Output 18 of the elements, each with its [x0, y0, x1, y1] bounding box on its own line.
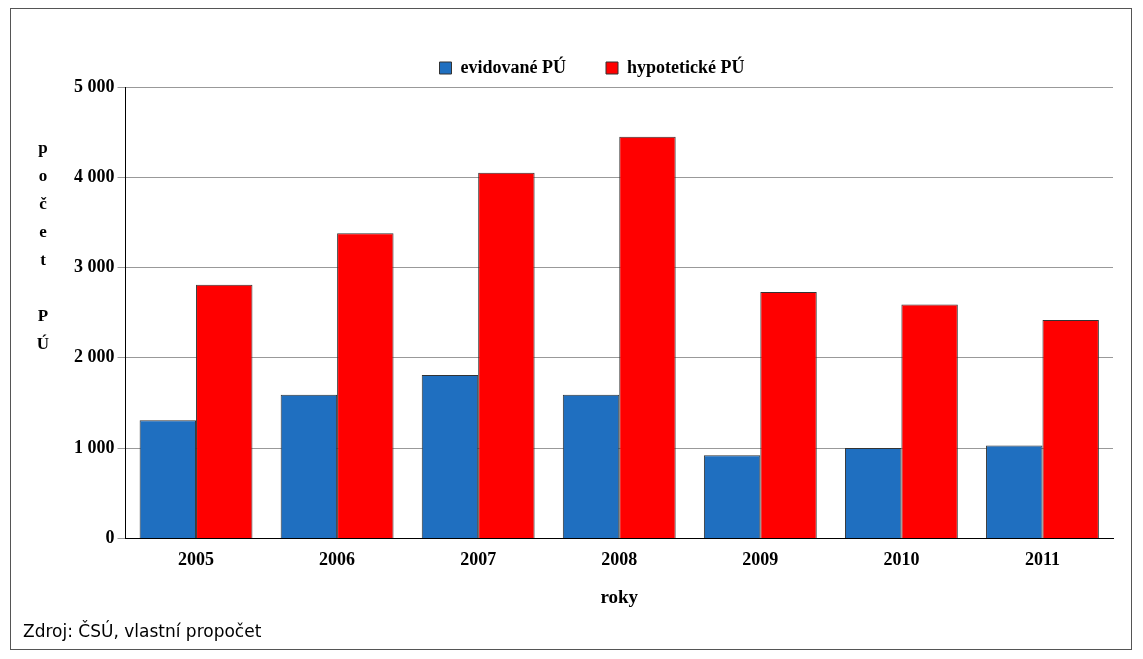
- x-axis-title: roky: [600, 585, 639, 607]
- x-tick-label: 2010: [883, 548, 920, 569]
- y-tick-label: 4 000: [74, 165, 115, 186]
- text: počet PÚ: [36, 138, 50, 354]
- legend-label: evidované PÚ: [460, 55, 567, 77]
- x-tick-label: 2007: [460, 548, 497, 569]
- legend-label: hypotetické PÚ: [627, 55, 745, 77]
- x-tick-label: 2008: [601, 548, 638, 569]
- x-tick-label: 2011: [1024, 548, 1060, 569]
- y-tick-label: 5 000: [74, 75, 115, 96]
- x-tick-label: 2006: [319, 548, 356, 569]
- x-tick-label: 2005: [178, 548, 215, 569]
- y-tick-label: 3 000: [74, 256, 115, 277]
- y-tick-label: 1 000: [74, 436, 115, 457]
- y-tick-label: 0: [105, 527, 115, 548]
- text: Zdroj: ČSÚ, vlastní propočet: [23, 619, 262, 641]
- x-tick-label: 2009: [742, 548, 779, 569]
- y-tick-label: 2 000: [74, 346, 115, 367]
